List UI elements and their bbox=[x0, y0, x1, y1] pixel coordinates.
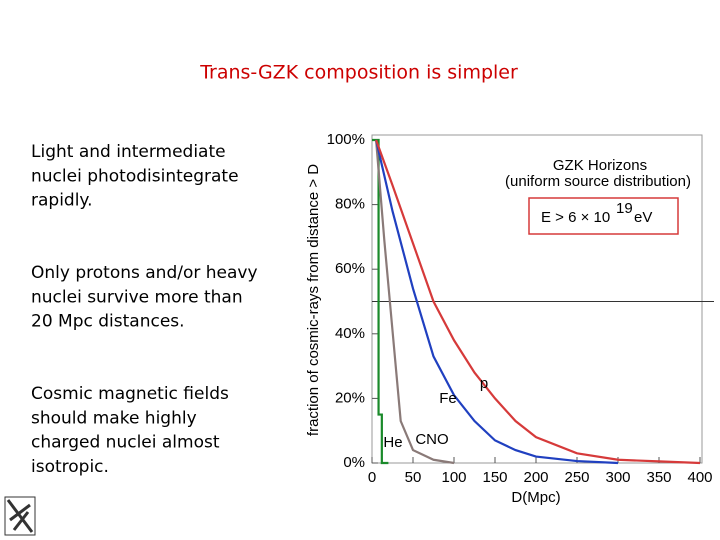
legend-subtitle: (uniform source distribution) bbox=[505, 173, 691, 190]
energy-unit: eV bbox=[634, 209, 652, 226]
logo bbox=[4, 496, 36, 536]
series-line bbox=[372, 138, 389, 465]
y-tick-label: 60% bbox=[335, 260, 365, 277]
series-label: Fe bbox=[439, 390, 457, 407]
bullet-line: 20 Mpc distances. bbox=[31, 312, 185, 332]
logo-art bbox=[6, 499, 34, 533]
x-tick-label: 350 bbox=[646, 469, 671, 486]
bullet-line: rapidly. bbox=[31, 191, 92, 211]
bullet-line: Light and intermediate bbox=[31, 142, 226, 162]
y-tick-label: 80% bbox=[335, 196, 365, 213]
series-label: p bbox=[480, 375, 488, 392]
y-axis-label: fraction of cosmic-rays from distance > … bbox=[305, 164, 322, 436]
y-tick-label: 40% bbox=[335, 325, 365, 342]
x-tick-label: 150 bbox=[482, 469, 507, 486]
bullet-line: nuclei survive more than bbox=[31, 287, 243, 307]
x-axis-label: D(Mpc) bbox=[511, 489, 560, 506]
series-line bbox=[375, 139, 701, 465]
x-tick-label: 100 bbox=[441, 469, 466, 486]
y-tick-label: 0% bbox=[343, 454, 365, 471]
bullet-line: should make highly bbox=[31, 408, 197, 428]
chart: 0% 20% 40% 60% 80% 100% 0 50 100 150 200 250 300 350 4… bbox=[305, 131, 714, 506]
energy-text: E > 6 × 10 bbox=[541, 209, 610, 226]
bullet-line: Cosmic magnetic fields bbox=[31, 384, 229, 404]
series-label: CNO bbox=[415, 431, 448, 448]
bullets: Light and intermediate nuclei photodisint… bbox=[31, 142, 258, 477]
series-line bbox=[375, 139, 619, 465]
x-tick-label: 400 bbox=[687, 469, 712, 486]
x-tick-label: 200 bbox=[523, 469, 548, 486]
bullet-line: isotropic. bbox=[31, 457, 109, 477]
x-tick-label: 0 bbox=[368, 469, 376, 486]
energy-box bbox=[528, 197, 679, 235]
series-label: He bbox=[383, 434, 402, 451]
x-tick-label: 250 bbox=[564, 469, 589, 486]
bullet-line: nuclei photodisintegrate bbox=[31, 166, 239, 186]
bullet-line: charged nuclei almost bbox=[31, 433, 220, 453]
y-tick-label: 100% bbox=[327, 131, 365, 148]
energy-exponent: 19 bbox=[616, 200, 633, 217]
x-tick-label: 50 bbox=[405, 469, 422, 486]
legend-title: GZK Horizons bbox=[553, 157, 647, 174]
y-tick-label: 20% bbox=[335, 389, 365, 406]
series-line bbox=[375, 139, 455, 465]
bullet-line: Only protons and/or heavy bbox=[31, 263, 258, 283]
x-tick-label: 300 bbox=[605, 469, 630, 486]
slide-title: Trans-GZK composition is simpler bbox=[199, 62, 518, 84]
plot-frame bbox=[371, 134, 703, 464]
